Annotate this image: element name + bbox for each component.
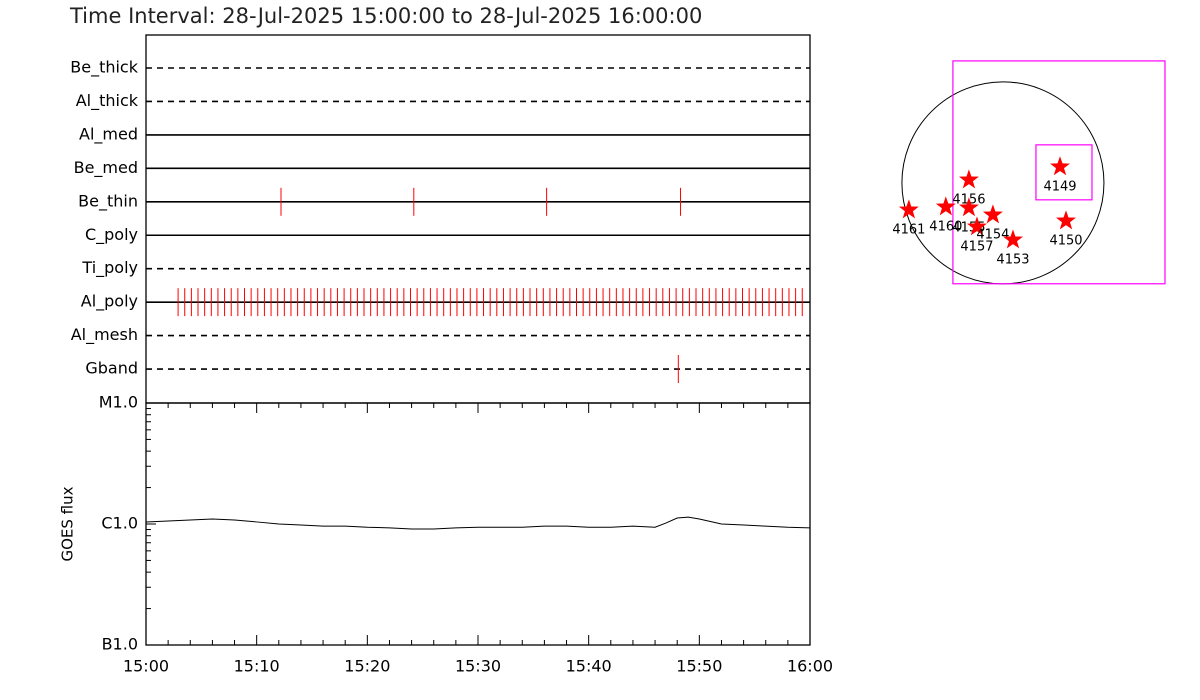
field-of-view [1035,144,1093,201]
region-star [959,197,979,217]
filter-label: Al_thick [76,91,139,111]
filter-label: Gband [85,359,138,378]
field-of-view [952,60,1166,285]
region-star [1003,229,1023,249]
region-label: 4149 [1043,179,1076,194]
filter-label: Al_poly [81,292,138,312]
region-star [1056,210,1076,230]
x-tick-label: 15:20 [344,657,390,676]
y-tick-label: C1.0 [101,514,138,533]
y-tick-label: M1.0 [99,393,138,412]
x-tick-label: 15:40 [566,657,612,676]
region-star [967,216,987,236]
region-star [1050,156,1070,176]
y-axis-label: GOES flux [59,486,77,561]
x-tick-label: 15:50 [676,657,722,676]
x-tick-label: 15:00 [123,657,169,676]
filter-label: Al_med [79,124,138,144]
x-tick-label: 15:30 [455,657,501,676]
filter-label: Al_mesh [71,325,138,345]
x-tick-label: 15:10 [234,657,280,676]
region-star [959,169,979,189]
filter-label: Be_thin [78,191,138,211]
region-label: 4150 [1049,233,1082,248]
region-label: 4157 [960,239,993,254]
filter-label: Be_thick [70,58,138,78]
region-star [982,204,1003,224]
filter-label: Be_med [74,158,138,178]
region-star [935,196,956,216]
goes-line [145,516,811,530]
region-label: 4153 [996,252,1029,267]
y-tick-label: B1.0 [102,635,138,654]
x-tick-label: 16:00 [787,657,833,676]
region-label: 4161 [892,222,925,237]
region-label: 4160 [929,219,962,234]
region-label: 4154 [976,227,1009,242]
chart-title: Time Interval: 28-Jul-2025 15:00:00 to 2… [69,4,702,28]
filter-label: C_poly [85,225,138,245]
filter-label: Ti_poly [81,258,138,278]
region-star [898,199,919,219]
